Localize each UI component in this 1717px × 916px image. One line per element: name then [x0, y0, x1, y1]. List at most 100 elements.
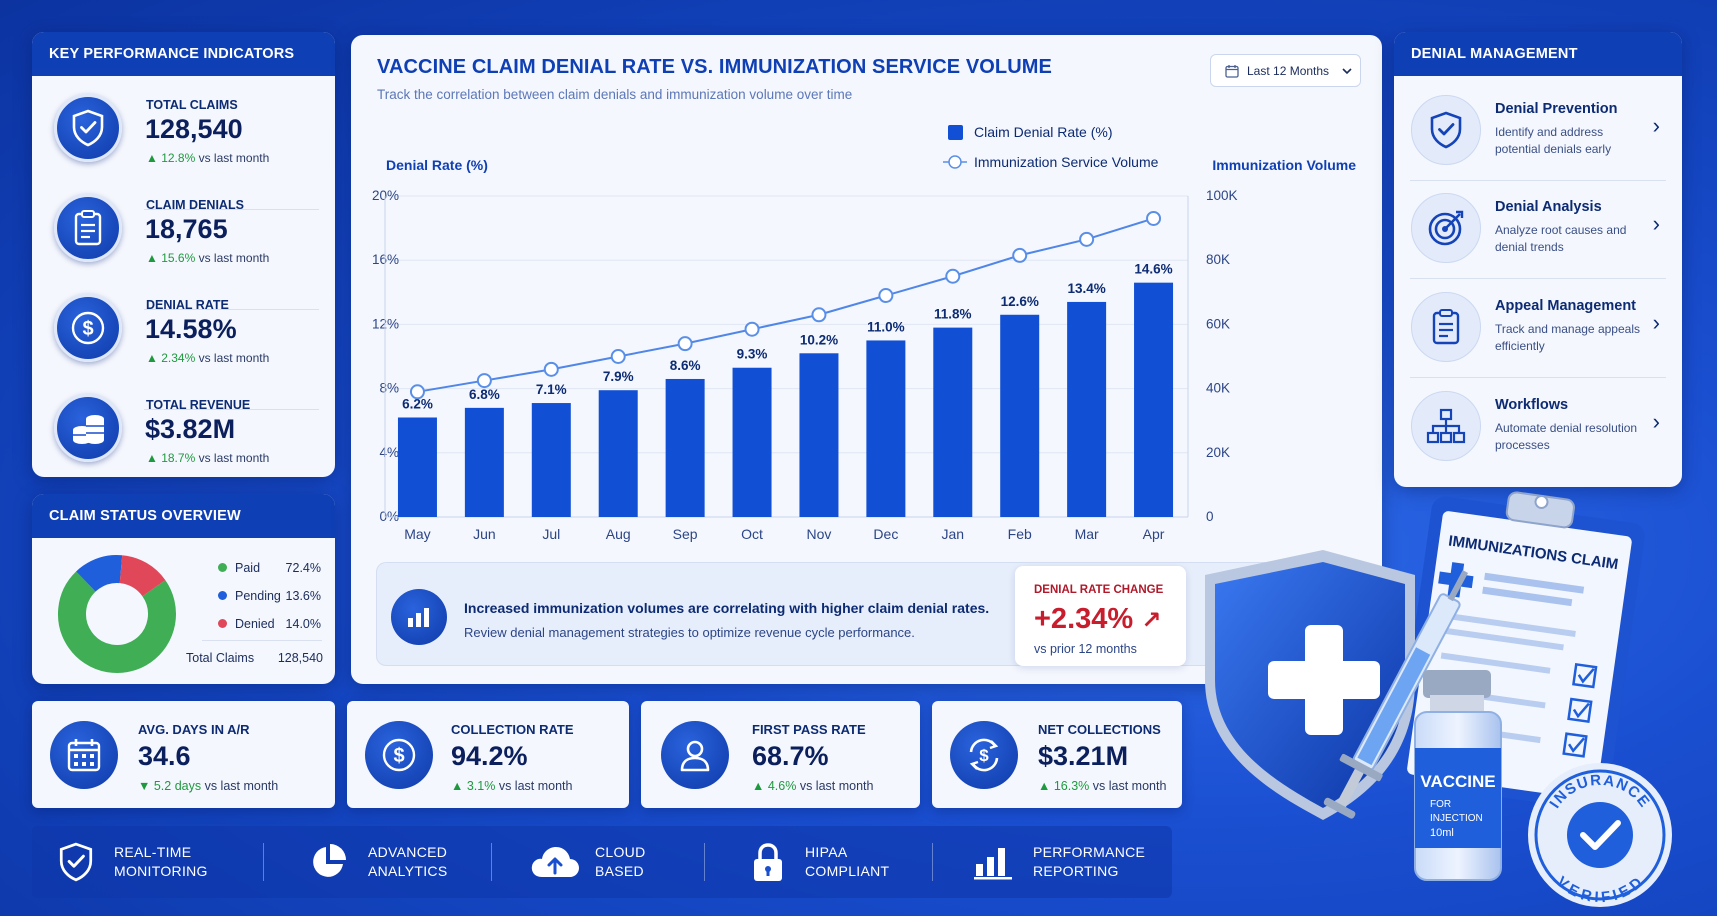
- kpi-change-value: ▲ 12.8%: [146, 151, 196, 165]
- cycle-dollar-icon: $: [950, 721, 1018, 789]
- bar: [1067, 301, 1107, 517]
- kpi-label: DENIAL RATE: [146, 298, 229, 312]
- feature-line: BASED: [595, 863, 644, 879]
- period-dropdown[interactable]: Last 12 Months: [1210, 54, 1361, 87]
- metric-first-pass-rate[interactable]: FIRST PASS RATE 68.7% ▲ 4.6% vs last mon…: [641, 701, 920, 808]
- volume-point: [610, 349, 626, 364]
- claim-status-title: CLAIM STATUS OVERVIEW: [32, 494, 335, 538]
- appeal-management-item[interactable]: Appeal Management Track and manage appea…: [1394, 277, 1682, 375]
- y-tick-label: 4%: [379, 445, 399, 460]
- bar-data-label: 13.4%: [1067, 281, 1105, 296]
- metric-value: 94.2%: [451, 741, 528, 771]
- kpi-claim-denials[interactable]: CLAIM DENIALS 18,765 ▲ 15.6% vs last mon…: [32, 176, 335, 276]
- legend-denied: Denied: [218, 617, 275, 631]
- status-donut-chart[interactable]: [52, 549, 182, 679]
- divider: [144, 409, 319, 410]
- feature-text: HIPAA COMPLIANT: [805, 843, 889, 881]
- volume-point: [677, 336, 693, 352]
- kpi-total-revenue[interactable]: TOTAL REVENUE $3.82M ▲ 18.7% vs last mon…: [32, 376, 335, 476]
- period-value: Last 12 Months: [1247, 63, 1330, 78]
- bar-chart-icon: [974, 848, 1012, 880]
- vial-line: FOR: [1430, 799, 1451, 810]
- feature-advanced-analytics: ADVANCED ANALYTICS: [308, 826, 447, 898]
- y-axis-label: Denial Rate (%): [386, 157, 488, 173]
- y2-tick-label: 0: [1206, 509, 1214, 524]
- dollar-icon: $: [365, 721, 433, 789]
- divider: [704, 843, 705, 881]
- denial-analysis-item[interactable]: Denial Analysis Analyze root causes and …: [1394, 178, 1682, 276]
- kpi-change: ▲ 12.8% vs last month: [146, 151, 269, 165]
- kpi-label: CLAIM DENIALS: [146, 198, 244, 212]
- legend-bar-swatch: [948, 125, 963, 140]
- kpi-panel: KEY PERFORMANCE INDICATORS TOTAL CLAIMS …: [32, 32, 335, 477]
- metric-change-value: ▼ 5.2 days: [138, 779, 202, 793]
- change-subtext: vs prior 12 months: [1034, 642, 1137, 656]
- bar: [732, 367, 772, 517]
- bar-data-label: 9.3%: [737, 347, 768, 362]
- y2-axis-label: Immunization Volume: [1212, 157, 1356, 173]
- divider: [491, 843, 492, 881]
- metric-value: 34.6: [138, 741, 191, 771]
- volume-point: [945, 268, 961, 284]
- bar-data-label: 11.8%: [934, 307, 972, 322]
- kpi-total-claims[interactable]: TOTAL CLAIMS 128,540 ▲ 12.8% vs last mon…: [32, 76, 335, 176]
- metric-collection-rate[interactable]: $ COLLECTION RATE 94.2% ▲ 3.1% vs last m…: [347, 701, 629, 808]
- bar-data-label: 11.0%: [867, 319, 905, 334]
- metric-change-suffix: vs last month: [796, 779, 874, 793]
- donut-segment-pending[interactable]: [54, 551, 179, 676]
- metric-avg-days-ar[interactable]: AVG. DAYS IN A/R 34.6 ▼ 5.2 days vs last…: [32, 701, 335, 808]
- denial-item-title: Denial Analysis: [1495, 199, 1602, 215]
- insight-box: Increased immunization volumes are corre…: [376, 562, 1358, 666]
- kpi-change-suffix: vs last month: [195, 251, 270, 265]
- bar-data-label: 7.1%: [536, 382, 567, 397]
- denial-item-desc: Track and manage appeals efficiently: [1495, 322, 1640, 353]
- change-number: +2.34%: [1034, 603, 1134, 635]
- bar: [866, 340, 906, 517]
- legend-line-label: Immunization Service Volume: [974, 154, 1159, 170]
- feature-bar: REAL-TIME MONITORING ADVANCED ANALYTICS CL…: [32, 826, 1172, 898]
- x-tick-label: Nov: [807, 526, 832, 542]
- denial-prevention-item[interactable]: Denial Prevention Identify and address p…: [1394, 80, 1682, 178]
- workflows-item[interactable]: Workflows Automate denial resolution pro…: [1394, 376, 1682, 474]
- metric-change: ▲ 3.1% vs last month: [451, 779, 572, 793]
- vaccine-insurance-illustration: IMMUNIZATIONS CLAIM VACCINE FOR INJECTIO…: [1205, 491, 1672, 907]
- metric-net-collections[interactable]: $ NET COLLECTIONS $3.21M ▲ 16.3% vs last…: [932, 701, 1182, 808]
- x-tick-label: Jul: [542, 526, 560, 542]
- bar: [598, 390, 638, 517]
- y2-tick-label: 100K: [1206, 188, 1238, 203]
- legend-dot: [218, 591, 227, 600]
- x-tick-label: Feb: [1008, 526, 1032, 542]
- vaccine-vial-icon: VACCINE FOR INJECTION 10ml: [1414, 670, 1502, 881]
- donut-segment-paid[interactable]: [54, 551, 179, 676]
- denial-management-title: DENIAL MANAGEMENT: [1394, 32, 1682, 76]
- clipboard-list-icon: [1411, 292, 1481, 362]
- denial-item-desc: Automate denial resolution processes: [1495, 421, 1638, 452]
- divider: [1410, 278, 1666, 279]
- y2-tick-label: 20K: [1206, 445, 1230, 460]
- shield-check-icon: [1411, 95, 1481, 165]
- volume-point: [1146, 210, 1162, 226]
- kpi-change: ▲ 2.34% vs last month: [146, 351, 269, 365]
- pie-chart-icon: [313, 844, 346, 877]
- metric-label: AVG. DAYS IN A/R: [138, 722, 250, 737]
- svg-text:$: $: [979, 746, 989, 765]
- y-tick-label: 8%: [379, 381, 399, 396]
- divider: [202, 640, 322, 641]
- volume-point: [878, 288, 894, 304]
- denial-item-title: Denial Prevention: [1495, 101, 1618, 117]
- calendar-icon: [50, 721, 118, 789]
- x-tick-label: Apr: [1143, 526, 1165, 542]
- metric-change-value: ▲ 4.6%: [752, 779, 797, 793]
- bar: [397, 417, 437, 517]
- y2-tick-label: 40K: [1206, 381, 1230, 396]
- divider: [263, 843, 264, 881]
- y-tick-label: 20%: [372, 188, 399, 203]
- feature-cloud-based: CLOUD BASED: [529, 826, 646, 898]
- volume-point: [1012, 247, 1028, 263]
- x-tick-label: Oct: [741, 526, 763, 542]
- insurance-verified-seal: INSURANCE VERIFIED: [1528, 763, 1672, 907]
- feature-line: HIPAA: [805, 844, 848, 860]
- calendar-icon: [1225, 64, 1239, 78]
- kpi-denial-rate[interactable]: $ DENIAL RATE 14.58% ▲ 2.34% vs last mon…: [32, 276, 335, 376]
- shield-check-icon: [54, 94, 122, 162]
